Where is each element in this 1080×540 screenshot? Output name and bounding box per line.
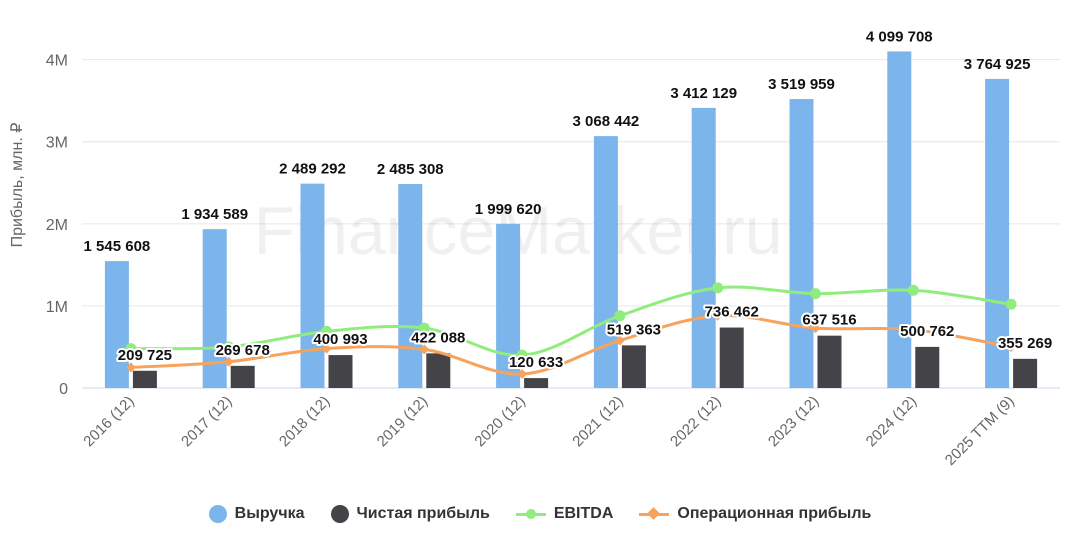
bar-revenue[interactable]: [985, 78, 1010, 388]
data-label-revenue: 1 999 620: [475, 201, 542, 218]
data-label-net-profit: 736 462: [705, 304, 759, 321]
bar-revenue[interactable]: [691, 107, 716, 389]
bar-revenue[interactable]: [104, 261, 129, 388]
bar-net-profit[interactable]: [426, 353, 451, 388]
data-label-net-profit: 500 762: [900, 323, 954, 340]
point-ebitda[interactable]: [418, 322, 430, 334]
data-label-net-profit: 400 993: [313, 331, 367, 348]
x-tick-label: 2023 (12): [765, 393, 822, 450]
data-label-net-profit: 519 363: [607, 321, 661, 338]
point-ebitda[interactable]: [1005, 298, 1017, 310]
lines: [125, 282, 1017, 380]
y-axis-label: Прибыль, млн. ₽: [9, 123, 26, 248]
x-axis-ticks: 2016 (12) 2017 (12) 2018 (12) 2019 (12) 2020…: [80, 393, 1018, 469]
point-operating-profit[interactable]: [419, 344, 430, 355]
bar-revenue[interactable]: [887, 51, 912, 389]
data-label-revenue: 1 545 608: [84, 238, 151, 255]
data-label-revenue: 2 485 308: [377, 161, 444, 178]
data-labels: 1 545 608 1 934 589 2 489 292 2 485 308 1 99…: [84, 28, 1055, 373]
point-operating-profit[interactable]: [125, 362, 136, 373]
legend-swatch-ebitda: [515, 505, 546, 523]
point-operating-profit[interactable]: [223, 356, 234, 367]
bar-revenue[interactable]: [789, 99, 814, 389]
data-label-revenue: 4 099 708: [866, 28, 933, 45]
point-ebitda[interactable]: [321, 325, 332, 337]
x-tick-label: 2021 (12): [569, 393, 626, 450]
y-tick-label: 2M: [46, 217, 68, 234]
bar-net-profit[interactable]: [524, 378, 549, 388]
data-label-net-profit: 355 269: [998, 335, 1052, 352]
data-label-revenue: 3 519 959: [768, 76, 835, 93]
x-tick-label: 2017 (12): [178, 393, 235, 450]
legend-label-ebitda: EBITDA: [553, 505, 614, 522]
point-operating-profit[interactable]: [810, 323, 821, 334]
data-label-revenue: 1 934 589: [181, 206, 248, 223]
legend-swatch-operating-profit: [639, 505, 670, 523]
point-operating-profit[interactable]: [712, 310, 723, 321]
point-ebitda[interactable]: [125, 343, 137, 355]
point-operating-profit[interactable]: [1006, 341, 1017, 352]
x-tick-label: 2016 (12): [80, 393, 137, 450]
point-ebitda[interactable]: [614, 310, 626, 322]
y-tick-label: 1M: [46, 299, 68, 316]
legend-item-operating-profit[interactable]: Операционная прибыль: [639, 505, 871, 523]
data-label-revenue: 3 068 442: [573, 113, 640, 130]
legend-label-net-profit: Чистая прибыль: [356, 505, 490, 522]
bar-revenue[interactable]: [300, 183, 325, 388]
legend-swatch-revenue: [208, 505, 227, 523]
y-tick-label: 0: [59, 381, 68, 398]
data-label-net-profit: 209 725: [118, 347, 172, 364]
line-operating-profit: [130, 314, 1012, 376]
x-tick-label: 2018 (12): [276, 393, 333, 450]
legend-item-revenue[interactable]: Выручка: [208, 505, 305, 523]
x-tick-label: 2020 (12): [471, 393, 528, 450]
bar-net-profit[interactable]: [328, 355, 353, 388]
bar-revenue[interactable]: [398, 183, 423, 388]
data-label-net-profit: 637 516: [802, 312, 856, 329]
legend-swatch-net-profit: [330, 505, 349, 523]
y-tick-label: 4M: [46, 53, 68, 70]
point-operating-profit[interactable]: [614, 335, 625, 346]
legend-item-ebitda[interactable]: EBITDA: [515, 505, 614, 523]
data-label-revenue: 3 764 925: [964, 56, 1031, 73]
legend-item-net-profit[interactable]: Чистая прибыль: [330, 505, 490, 523]
legend: Выручка Чистая прибыль EBITDA Операционн…: [0, 505, 1080, 523]
point-operating-profit[interactable]: [321, 343, 332, 354]
legend-label-revenue: Выручка: [234, 505, 305, 522]
data-label-net-profit: 120 633: [509, 354, 563, 371]
point-ebitda[interactable]: [907, 284, 919, 296]
bar-net-profit[interactable]: [915, 346, 940, 388]
bar-net-profit[interactable]: [817, 335, 842, 388]
bar-net-profit[interactable]: [719, 327, 744, 388]
x-tick-label: 2024 (12): [863, 393, 920, 450]
point-operating-profit[interactable]: [517, 369, 528, 380]
data-label-revenue: 2 489 292: [279, 161, 346, 178]
x-tick-label: 2022 (12): [667, 393, 724, 450]
data-label-revenue: 3 412 129: [670, 85, 737, 102]
bar-net-profit[interactable]: [1013, 358, 1038, 388]
x-tick-label: 2019 (12): [374, 393, 431, 450]
point-ebitda[interactable]: [223, 341, 235, 353]
point-ebitda[interactable]: [516, 349, 528, 361]
point-ebitda[interactable]: [810, 288, 821, 300]
y-tick-label: 3M: [46, 135, 68, 152]
bar-revenue[interactable]: [496, 223, 521, 388]
data-label-net-profit: 422 088: [411, 329, 465, 346]
line-ebitda: [130, 285, 1012, 357]
x-tick-label: 2025 TTM (9): [942, 393, 1018, 469]
bar-net-profit[interactable]: [230, 365, 255, 388]
bar-net-profit[interactable]: [132, 370, 157, 388]
bar-net-profit[interactable]: [621, 345, 646, 388]
point-operating-profit[interactable]: [908, 324, 919, 335]
point-ebitda[interactable]: [712, 282, 724, 294]
data-label-net-profit: 269 678: [216, 342, 270, 359]
y-axis-ticks: 0 1M 2M 3M 4M: [46, 53, 68, 398]
legend-label-operating-profit: Операционная прибыль: [677, 505, 872, 522]
